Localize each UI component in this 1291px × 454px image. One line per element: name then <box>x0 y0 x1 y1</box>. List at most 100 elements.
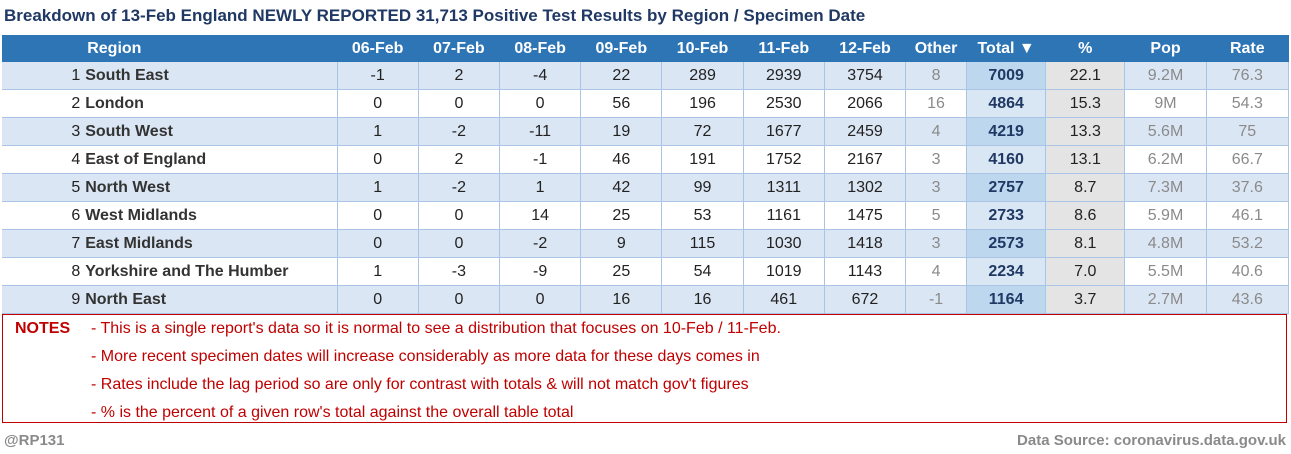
value-12-feb: 2066 <box>824 89 907 118</box>
header-09-feb: 09-Feb <box>580 35 662 62</box>
region-cell: East Midlands <box>83 229 338 258</box>
value-06-feb: 0 <box>337 145 419 174</box>
value-10-feb: 54 <box>661 257 744 286</box>
value-rate: 46.1 <box>1206 201 1290 230</box>
rank-cell: 2 <box>2 89 84 118</box>
value-09-feb: 25 <box>580 257 663 286</box>
region-cell: North East <box>83 285 338 314</box>
value-08-feb: -2 <box>499 229 582 258</box>
region-cell: West Midlands <box>83 201 338 230</box>
value-other: 4 <box>905 117 968 146</box>
value-09-feb: 9 <box>580 229 663 258</box>
region-cell: London <box>83 89 338 118</box>
value-other: 3 <box>905 173 968 202</box>
value-pop: 9M <box>1124 89 1207 118</box>
value-07-feb: -2 <box>418 117 501 146</box>
value-percent: 8.7 <box>1045 173 1126 202</box>
value-other: 16 <box>905 89 968 118</box>
value-11-feb: 2939 <box>743 62 825 90</box>
region-cell: South West <box>83 117 338 146</box>
note-line: - This is a single report's data so it i… <box>91 320 781 337</box>
value-09-feb: 25 <box>580 201 663 230</box>
value-percent: 15.3 <box>1045 89 1126 118</box>
value-10-feb: 72 <box>661 117 744 146</box>
value-07-feb: 0 <box>418 201 501 230</box>
value-pop: 5.9M <box>1124 201 1207 230</box>
rank-cell: 9 <box>2 285 84 314</box>
value-12-feb: 2167 <box>824 145 907 174</box>
results-table: Region 06-Feb 07-Feb 08-Feb 09-Feb 10-Fe… <box>2 35 1290 314</box>
value-total: 4864 <box>966 89 1047 118</box>
value-12-feb: 1143 <box>824 257 907 286</box>
value-06-feb: 0 <box>337 229 419 258</box>
value-total: 2234 <box>966 257 1047 286</box>
rank-cell: 4 <box>2 145 84 174</box>
value-06-feb: 0 <box>337 201 419 230</box>
value-10-feb: 115 <box>661 229 744 258</box>
region-cell: Yorkshire and The Humber <box>83 257 338 286</box>
region-cell: North West <box>83 173 338 202</box>
rank-cell: 5 <box>2 173 84 202</box>
value-11-feb: 2530 <box>743 89 825 118</box>
value-10-feb: 99 <box>661 173 744 202</box>
region-cell: East of England <box>83 145 338 174</box>
value-11-feb: 1677 <box>743 117 825 146</box>
value-rate: 76.3 <box>1206 62 1290 90</box>
header-total-sort[interactable]: Total ▼ <box>966 35 1046 62</box>
value-percent: 3.7 <box>1045 285 1126 314</box>
value-12-feb: 3754 <box>824 62 907 90</box>
value-06-feb: 1 <box>337 117 419 146</box>
header-08-feb: 08-Feb <box>499 35 581 62</box>
value-rate: 66.7 <box>1206 145 1290 174</box>
value-09-feb: 56 <box>580 89 663 118</box>
value-percent: 8.1 <box>1045 229 1126 258</box>
value-other: 5 <box>905 201 968 230</box>
table-row: 5 North West 1 -2 1 42 99 1311 1302 3 2757 8.7 7.3M 3… <box>2 173 1290 202</box>
table-row: 8 Yorkshire and The Humber 1 -3 -9 25 54 1019 11… <box>2 257 1290 286</box>
value-11-feb: 1019 <box>743 257 825 286</box>
value-12-feb: 1475 <box>824 201 907 230</box>
table-row: 9 North East 0 0 0 16 16 461 672 -1 1164 3.7 2.7M 43.… <box>2 285 1290 314</box>
value-other: 3 <box>905 229 968 258</box>
header-percent: % <box>1045 35 1125 62</box>
note-line: - Rates include the lag period so are on… <box>91 376 749 393</box>
header-10-feb: 10-Feb <box>661 35 744 62</box>
region-cell: South East <box>83 62 338 90</box>
value-total: 2573 <box>966 229 1047 258</box>
header-other: Other <box>905 35 967 62</box>
header-rate: Rate <box>1206 35 1289 62</box>
value-06-feb: 0 <box>337 285 419 314</box>
value-08-feb: -1 <box>499 145 582 174</box>
rank-cell: 3 <box>2 117 84 146</box>
header-region: Region <box>83 35 338 62</box>
value-06-feb: 1 <box>337 173 419 202</box>
value-rate: 54.3 <box>1206 89 1290 118</box>
header-12-feb: 12-Feb <box>824 35 906 62</box>
value-08-feb: -9 <box>499 257 582 286</box>
value-09-feb: 19 <box>580 117 663 146</box>
table-row: 3 South West 1 -2 -11 19 72 1677 2459 4 4219 13.3 5.… <box>2 117 1290 146</box>
value-pop: 6.2M <box>1124 145 1207 174</box>
page-title: Breakdown of 13-Feb England NEWLY REPORT… <box>4 6 866 25</box>
rank-cell: 6 <box>2 201 84 230</box>
value-12-feb: 1418 <box>824 229 907 258</box>
value-percent: 22.1 <box>1045 62 1126 90</box>
rank-cell: 8 <box>2 257 84 286</box>
value-08-feb: 0 <box>499 285 582 314</box>
table-row: 7 East Midlands 0 0 -2 9 115 1030 1418 3 2573 8.1 4.… <box>2 229 1290 258</box>
table-row: 2 London 0 0 0 56 196 2530 2066 16 4864 15.3 9M 54.3 <box>2 89 1290 118</box>
value-07-feb: 0 <box>418 89 501 118</box>
value-11-feb: 1752 <box>743 145 825 174</box>
value-08-feb: 1 <box>499 173 582 202</box>
value-other: 3 <box>905 145 968 174</box>
value-11-feb: 1030 <box>743 229 825 258</box>
notes-box: NOTES - This is a single report's data s… <box>2 314 1287 423</box>
value-total: 4219 <box>966 117 1047 146</box>
value-pop: 5.5M <box>1124 257 1207 286</box>
data-source: Data Source: coronavirus.data.gov.uk <box>1017 432 1286 449</box>
value-total: 2733 <box>966 201 1047 230</box>
value-06-feb: 0 <box>337 89 419 118</box>
value-rate: 40.6 <box>1206 257 1290 286</box>
value-07-feb: 2 <box>418 62 501 90</box>
value-total: 4160 <box>966 145 1047 174</box>
